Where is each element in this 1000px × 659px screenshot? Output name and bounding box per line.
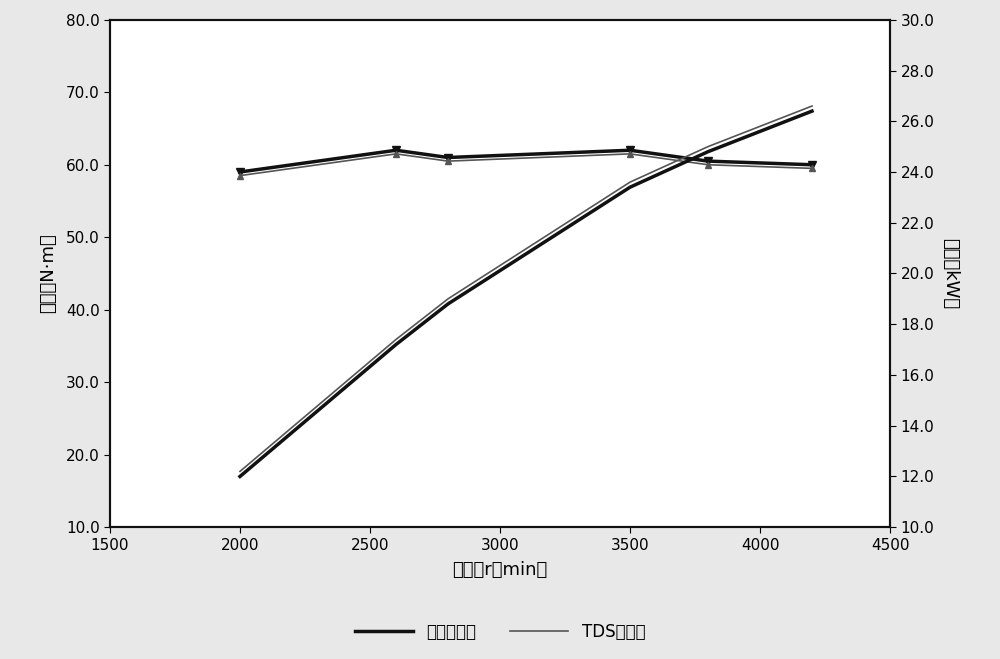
X-axis label: 转速（r／min）: 转速（r／min） xyxy=(452,561,548,579)
Y-axis label: 功率（kW）: 功率（kW） xyxy=(941,238,959,309)
Y-axis label: 扭矩（N·m）: 扭矩（N·m） xyxy=(39,233,57,314)
Legend: 参比润滑油, TDS润滑油: 参比润滑油, TDS润滑油 xyxy=(348,616,652,647)
